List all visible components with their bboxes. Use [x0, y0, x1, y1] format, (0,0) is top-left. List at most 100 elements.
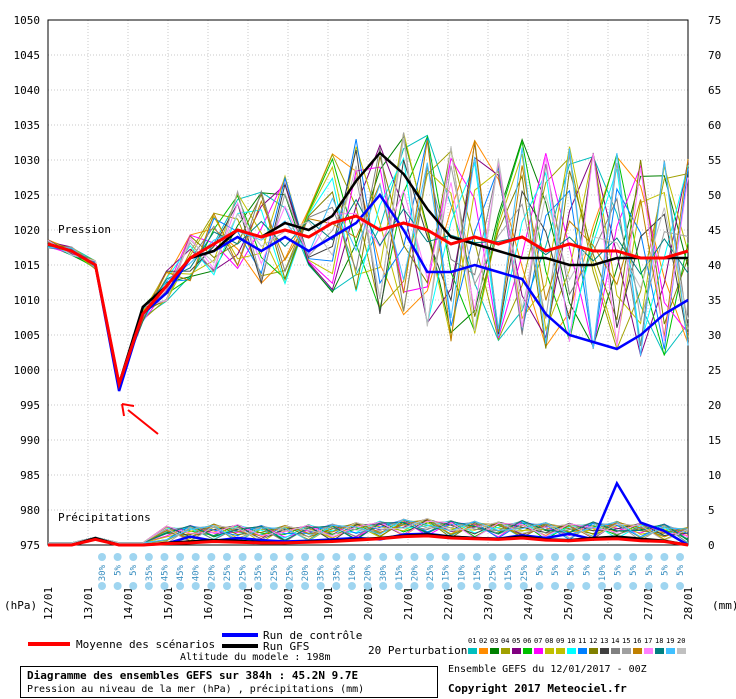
y-left-tick-label: 990 — [20, 434, 40, 447]
precip-prob-label: 5% — [629, 564, 639, 575]
precip-prob-dot — [222, 553, 231, 561]
y-left-tick-label: 1030 — [14, 154, 41, 167]
y-right-tick-label: 70 — [708, 49, 721, 62]
precip-prob-dot — [457, 553, 466, 561]
x-tick-label: 13/01 — [82, 587, 95, 620]
legend-pert-number: 16 — [633, 637, 641, 645]
legend-pert-number: 09 — [556, 637, 564, 645]
precip-prob-dot — [301, 582, 310, 590]
legend-gfs-label: Run GFS — [263, 640, 309, 653]
x-tick-label: 24/01 — [522, 587, 535, 620]
chart-legend: Moyenne des scénarios Run de contrôleRun … — [28, 403, 686, 657]
y-left-tick-label: 1035 — [14, 119, 41, 132]
legend-pert-number: 01 — [468, 637, 476, 645]
x-tick-label: 25/01 — [562, 587, 575, 620]
precip-prob-label: 25% — [223, 564, 233, 581]
precip-prob-dot — [394, 582, 403, 590]
precip-prob-dot — [191, 582, 200, 590]
precip-prob-dot — [597, 553, 606, 561]
precip-prob-dot — [113, 553, 122, 561]
precip-prob-dot — [222, 582, 231, 590]
precip-prob-label: 35% — [332, 564, 342, 581]
title-box: Diagramme des ensembles GEFS sur 384h : … — [20, 666, 438, 698]
chart-grid — [47, 19, 689, 546]
precip-prob-dot — [207, 582, 216, 590]
perturbation-precip-line — [48, 520, 689, 544]
y-left-unit-label: (hPa) — [4, 599, 37, 612]
altitude-label: Altitude du modele : 198m — [180, 652, 331, 663]
precip-prob-dot — [98, 553, 106, 561]
legend-pert-number: 05 — [512, 637, 520, 645]
y-left-tick-label: 1025 — [14, 189, 41, 202]
y-right-tick-label: 40 — [708, 259, 721, 272]
precip-prob-dot — [191, 553, 200, 561]
legend-pert-swatch — [666, 648, 675, 654]
precip-prob-dot — [551, 582, 560, 590]
precip-prob-dot — [316, 553, 325, 561]
perturbation-pressure-line — [47, 142, 689, 384]
y-left-tick-label: 1015 — [14, 259, 41, 272]
legend-pert-number: 15 — [622, 637, 630, 645]
perturbation-precip-line — [48, 517, 689, 544]
y-right-tick-label: 55 — [708, 154, 721, 167]
precip-prob-dot — [394, 553, 403, 561]
precip-prob-dot — [254, 553, 263, 561]
y-left-tick-label: 980 — [20, 504, 40, 517]
precip-prob-dot — [519, 582, 528, 590]
precip-prob-dot — [566, 582, 575, 590]
y-left-tick-label: 975 — [20, 539, 40, 552]
legend-pert-swatch — [644, 648, 653, 654]
precip-prob-dot — [629, 553, 638, 561]
perturbation-precip-line — [48, 520, 689, 544]
precip-prob-dot — [613, 553, 622, 561]
precip-prob-dot — [332, 582, 341, 590]
y-right-tick-label: 50 — [708, 189, 721, 202]
precip-prob-dot — [504, 582, 513, 590]
precip-prob-label: 15% — [442, 564, 452, 581]
precip-prob-dot — [472, 582, 481, 590]
precip-prob-label: 30% — [379, 564, 389, 581]
moyenne-pressure-line — [47, 214, 689, 390]
precip-prob-dot — [426, 582, 435, 590]
perturbation-pressure-line — [47, 132, 689, 389]
chart-title: Diagramme des ensembles GEFS sur 384h : … — [27, 669, 359, 682]
y-right-tick-label: 10 — [708, 469, 721, 482]
legend-pert-number: 14 — [611, 637, 619, 645]
precip-prob-dot — [597, 582, 606, 590]
precip-prob-dot — [363, 582, 372, 590]
precip-prob-dot — [347, 553, 356, 561]
precip-prob-label: 35% — [254, 564, 264, 581]
legend-pert-swatch — [677, 648, 686, 654]
legend-pert-swatch — [567, 648, 576, 654]
legend-perturbations-label: 20 Perturbations — [368, 644, 474, 657]
precip-prob-dot — [254, 582, 263, 590]
precip-prob-label: 10% — [348, 564, 358, 581]
precip-prob-label: 30% — [98, 564, 108, 581]
precip-prob-label: 25% — [520, 564, 530, 581]
x-tick-label: 21/01 — [402, 587, 415, 620]
precip-prob-label: 25% — [239, 564, 249, 581]
precip-prob-label: 5% — [129, 564, 139, 575]
precip-prob-dot — [379, 553, 388, 561]
precip-prob-label: 10% — [457, 564, 467, 581]
precip-prob-dot — [582, 582, 591, 590]
legend-pert-number: 19 — [666, 637, 674, 645]
precip-prob-label: 35% — [145, 564, 155, 581]
x-tick-label: 20/01 — [362, 587, 375, 620]
precip-prob-dot — [504, 553, 513, 561]
precip-prob-dot — [410, 582, 419, 590]
x-tick-label: 23/01 — [482, 587, 495, 620]
copyright: Copyright 2017 Meteociel.fr — [448, 682, 627, 695]
precip-prob-label: 20% — [364, 564, 374, 581]
legend-pert-swatch — [512, 648, 521, 654]
legend-pert-number: 11 — [578, 637, 586, 645]
precip-prob-dot — [535, 553, 544, 561]
legend-pert-swatch — [600, 648, 609, 654]
precip-prob-label: 5% — [114, 564, 124, 575]
precip-prob-dot — [316, 582, 325, 590]
y-left-tick-label: 1040 — [14, 84, 41, 97]
x-tick-label: 19/01 — [322, 587, 335, 620]
legend-pert-number: 07 — [534, 637, 542, 645]
precip-prob-dot — [144, 553, 153, 561]
pression-label: Pression — [58, 223, 111, 236]
